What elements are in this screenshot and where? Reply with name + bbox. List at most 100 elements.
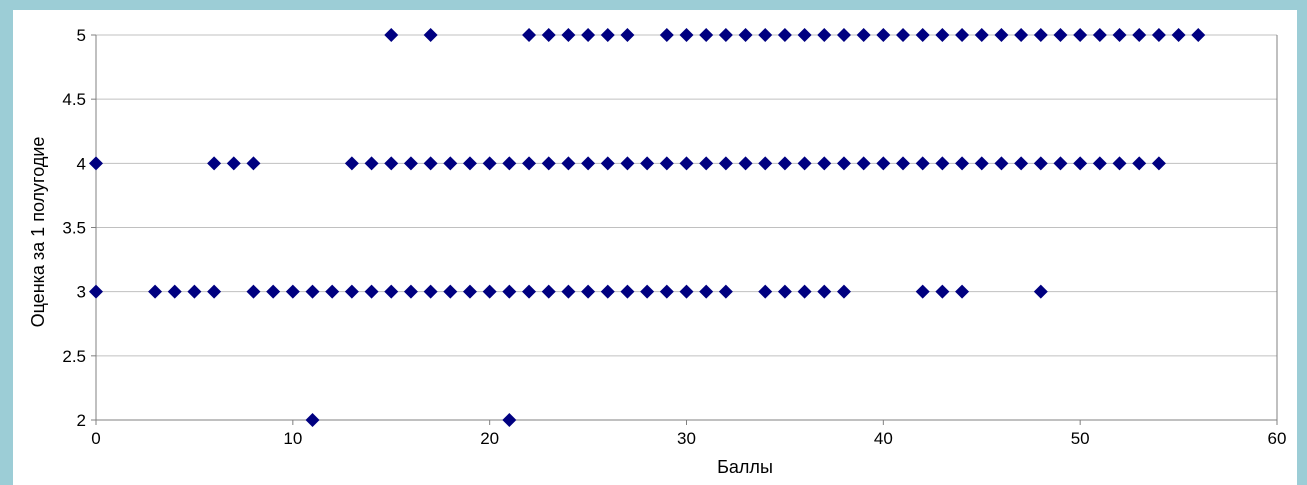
- data-point: [1073, 28, 1088, 42]
- data-point: [1191, 28, 1206, 42]
- data-point: [148, 284, 163, 299]
- x-tick-labels: 0 10 20 30 40 50 60: [91, 420, 1286, 448]
- data-point: [1053, 28, 1068, 42]
- data-point: [561, 156, 576, 171]
- data-point: [876, 28, 891, 42]
- data-point: [325, 284, 340, 299]
- y-tick-label: 3: [77, 283, 86, 302]
- data-point: [876, 156, 891, 171]
- data-point: [502, 156, 517, 171]
- data-point: [836, 156, 851, 171]
- x-tick-label: 60: [1268, 429, 1287, 448]
- y-tick-label: 2.5: [62, 347, 86, 366]
- data-point: [1151, 28, 1166, 42]
- data-point: [896, 156, 911, 171]
- y-tick-label: 3.5: [62, 219, 86, 238]
- data-point: [994, 156, 1009, 171]
- data-point: [89, 156, 103, 171]
- data-point: [522, 156, 537, 171]
- data-point: [856, 28, 871, 42]
- data-point: [384, 156, 399, 171]
- data-point: [1073, 156, 1088, 171]
- data-point: [836, 284, 851, 299]
- data-point: [600, 284, 615, 299]
- data-point: [620, 284, 635, 299]
- data-point: [266, 284, 281, 299]
- data-point: [1053, 156, 1068, 171]
- data-point: [659, 156, 674, 171]
- data-point: [384, 284, 399, 299]
- data-point: [1132, 156, 1147, 171]
- data-point: [581, 156, 596, 171]
- data-point: [207, 284, 222, 299]
- data-point: [758, 28, 773, 42]
- data-point: [1112, 28, 1127, 42]
- data-point: [797, 156, 812, 171]
- data-point: [817, 156, 832, 171]
- x-tick-label: 30: [677, 429, 696, 448]
- data-point: [1171, 28, 1186, 42]
- x-tick-label: 40: [874, 429, 893, 448]
- data-point: [974, 156, 989, 171]
- x-tick-label: 20: [480, 429, 499, 448]
- data-point: [836, 28, 851, 42]
- data-point: [777, 28, 792, 42]
- data-point: [522, 284, 537, 299]
- y-tick-label: 2: [77, 411, 86, 430]
- x-tick-label: 10: [283, 429, 302, 448]
- data-point: [462, 284, 477, 299]
- data-point: [207, 156, 222, 171]
- data-point: [581, 28, 596, 42]
- data-point: [541, 284, 556, 299]
- data-point: [423, 284, 438, 299]
- data-point: [797, 28, 812, 42]
- data-point: [403, 284, 418, 299]
- data-point: [344, 156, 359, 171]
- data-point: [423, 28, 438, 42]
- y-tick-labels: 2 2.5 3 3.5 4 4.5 5: [62, 26, 96, 430]
- data-point: [423, 156, 438, 171]
- data-point: [246, 284, 261, 299]
- data-point: [1033, 28, 1048, 42]
- data-point: [935, 28, 950, 42]
- data-point: [955, 156, 970, 171]
- data-point: [915, 28, 930, 42]
- data-point: [896, 28, 911, 42]
- data-point: [994, 28, 1009, 42]
- data-point: [620, 156, 635, 171]
- data-point: [462, 156, 477, 171]
- data-point: [364, 284, 379, 299]
- data-point: [482, 284, 497, 299]
- data-point: [1151, 156, 1166, 171]
- data-point: [659, 28, 674, 42]
- data-point: [364, 156, 379, 171]
- data-point: [758, 156, 773, 171]
- data-point: [305, 284, 320, 299]
- data-point: [718, 284, 733, 299]
- data-point: [777, 156, 792, 171]
- data-point: [502, 284, 517, 299]
- data-point: [285, 284, 300, 299]
- data-point: [443, 284, 458, 299]
- data-point: [797, 284, 812, 299]
- data-point: [1014, 28, 1029, 42]
- data-point: [718, 28, 733, 42]
- data-point: [699, 28, 714, 42]
- data-point: [581, 284, 596, 299]
- data-point: [522, 28, 537, 42]
- data-point: [699, 156, 714, 171]
- data-point: [1092, 156, 1107, 171]
- data-point: [541, 28, 556, 42]
- data-point: [561, 28, 576, 42]
- data-point: [1014, 156, 1029, 171]
- data-point: [1033, 156, 1048, 171]
- y-tick-label: 4: [77, 154, 86, 173]
- data-point: [817, 284, 832, 299]
- data-point: [718, 156, 733, 171]
- x-tick-label: 0: [91, 429, 100, 448]
- data-point: [640, 156, 655, 171]
- scatter-chart: 0 10 20 30 40 50 60 2 2.5 3 3.5 4 4.5 5 Баллы Оценка…: [28, 26, 1286, 477]
- data-point: [384, 28, 399, 42]
- data-point: [443, 156, 458, 171]
- data-point: [974, 28, 989, 42]
